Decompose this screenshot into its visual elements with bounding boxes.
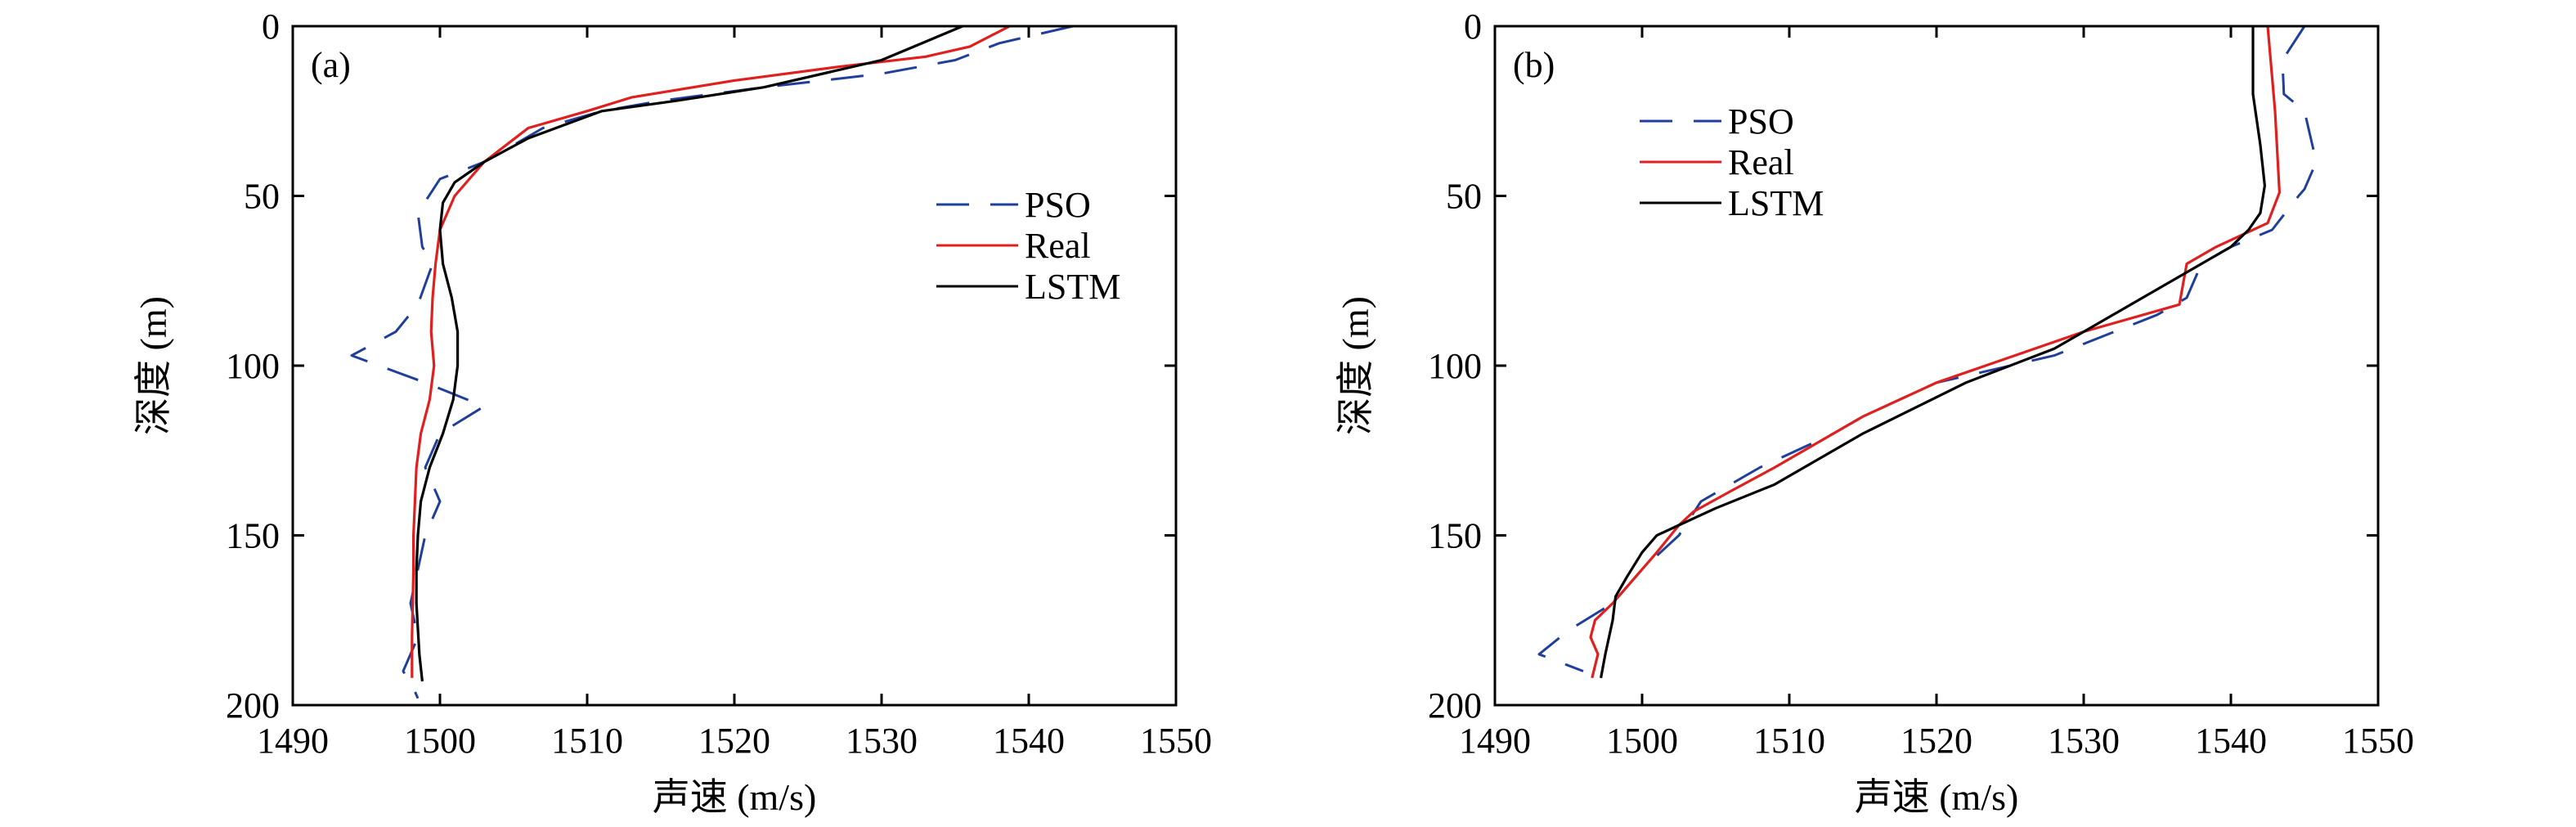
- x-tick-label: 1510: [551, 721, 623, 761]
- x-tick-label: 1520: [1901, 721, 1972, 761]
- series-line-lstm: [415, 26, 963, 682]
- legend-label-pso: PSO: [1728, 101, 1794, 142]
- legend-label-lstm: LSTM: [1728, 183, 1824, 223]
- y-tick-label: 100: [226, 346, 280, 386]
- y-axis-title: 深度 (m): [132, 296, 174, 435]
- x-tick-label: 1540: [993, 721, 1065, 761]
- x-tick-label: 1500: [404, 721, 476, 761]
- series-line-pso: [1537, 26, 2318, 672]
- x-tick-label: 1550: [1140, 721, 1212, 761]
- y-tick-label: 0: [1464, 7, 1482, 47]
- x-tick-label: 1510: [1753, 721, 1825, 761]
- chart-panel-a: 1490 1500 1510 1520 1530 1540 1550 0 50 100 150 200…: [132, 7, 1212, 818]
- legend-label-lstm: LSTM: [1025, 267, 1120, 307]
- y-tick-label: 0: [262, 7, 280, 47]
- x-axis-title: 声速 (m/s): [653, 776, 817, 818]
- panel-label: (a): [311, 45, 351, 85]
- y-tick-label: 200: [226, 685, 280, 726]
- y-tick-label: 200: [1428, 685, 1482, 726]
- y-tick-label: 150: [226, 516, 280, 556]
- x-tick-label: 1490: [1459, 721, 1531, 761]
- legend-label-pso: PSO: [1025, 185, 1091, 225]
- x-tick-label: 1520: [698, 721, 770, 761]
- series-line-real: [411, 26, 1011, 678]
- series-line-real: [1589, 26, 2281, 679]
- series-line-pso: [350, 26, 1074, 699]
- y-tick-label: 100: [1428, 346, 1482, 386]
- y-tick-label: 50: [244, 177, 280, 217]
- x-tick-label: 1500: [1606, 721, 1678, 761]
- x-tick-label: 1530: [2048, 721, 2120, 761]
- panel-label: (b): [1513, 45, 1555, 85]
- legend-label-real: Real: [1025, 226, 1091, 266]
- series-line-lstm: [1600, 26, 2266, 679]
- x-tick-label: 1540: [2195, 721, 2267, 761]
- y-tick-label: 150: [1428, 516, 1482, 556]
- plot-frame: [291, 25, 1178, 707]
- x-tick-label: 1530: [846, 721, 918, 761]
- chart-panel-b: 1490 1500 1510 1520 1530 1540 1550 0 50 100 150 200…: [1335, 7, 2414, 818]
- plot-frame: [1493, 25, 2380, 707]
- x-tick-label: 1550: [2342, 721, 2414, 761]
- y-axis-title: 深度 (m): [1335, 296, 1376, 435]
- legend-label-real: Real: [1728, 142, 1794, 182]
- y-tick-label: 50: [1446, 177, 1482, 217]
- x-axis-title: 声速 (m/s): [1855, 776, 2019, 818]
- x-tick-label: 1490: [257, 721, 329, 761]
